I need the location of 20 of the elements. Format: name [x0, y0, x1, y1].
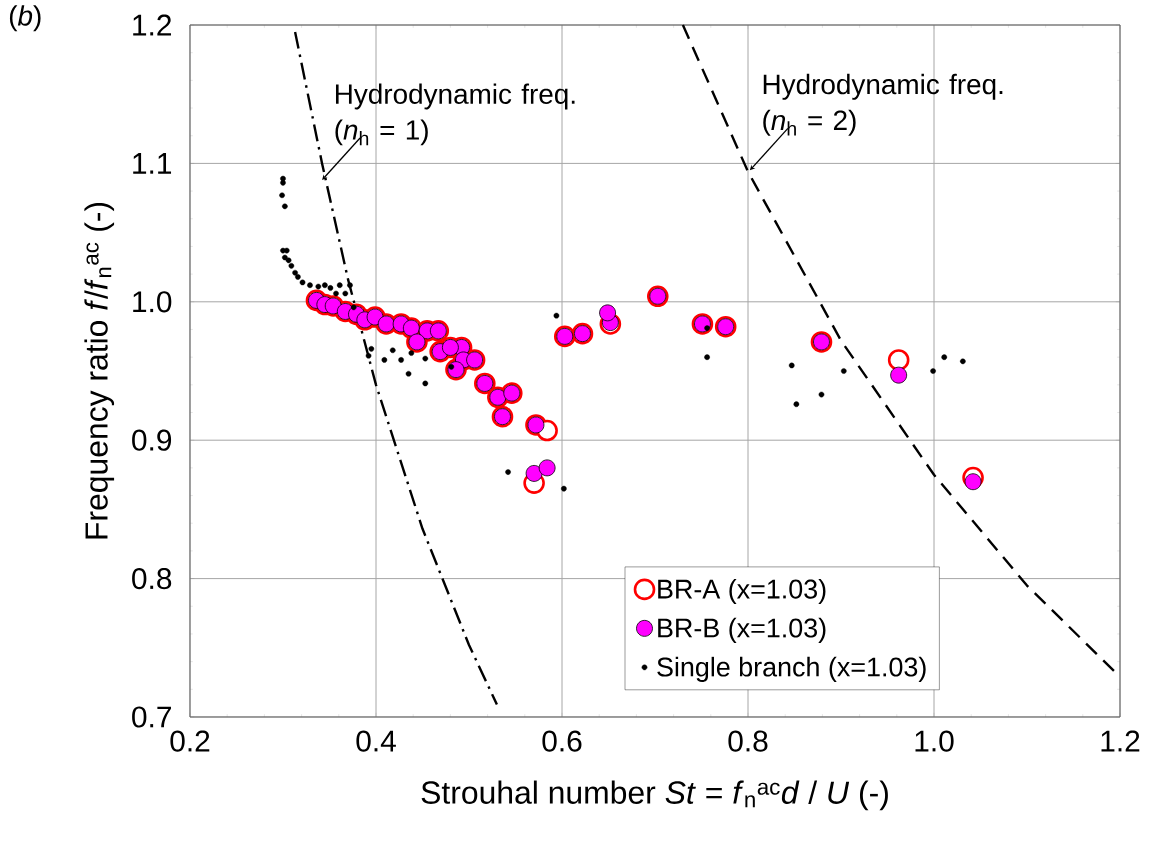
y-tick-label: 0.7 [132, 706, 171, 728]
y-tick-label: 1.0 [133, 291, 172, 313]
x-tick-label: 1.0 [915, 730, 954, 752]
y-tick-label: 0.8 [132, 568, 172, 590]
y-tick-label: 1.1 [133, 153, 172, 174]
legend-label: Single branch (x=1.03) [657, 656, 926, 682]
x-tick-label: 0.8 [728, 730, 768, 752]
y-axis-title: Frequency ratio f/f$_{n}$$^{ac}$ (-) [84, 202, 115, 539]
x-tick-label: 0.6 [542, 730, 582, 752]
text: (b) [9, 5, 41, 32]
x-tick-label: 1.2 [1101, 730, 1140, 752]
y-tick-label: 1.2 [133, 14, 171, 36]
x-tick-label: 0.4 [356, 730, 396, 752]
annotation: Hydrodynamic freq. (n$_{h}$ = 2) [763, 73, 1003, 136]
legend-label: BR-A (x=1.03) [658, 578, 826, 604]
x-tick-label: 0.2 [170, 730, 210, 752]
annotation: Hydrodynamic freq. (n$_{h}$ = 1) [335, 83, 575, 146]
y-tick-label: 0.9 [132, 429, 172, 451]
text: Strouhal number St = f$_{n}$$^{ac}$d / U (-) [421, 780, 888, 811]
legend-label: BR-B (x=1.03) [658, 617, 826, 643]
